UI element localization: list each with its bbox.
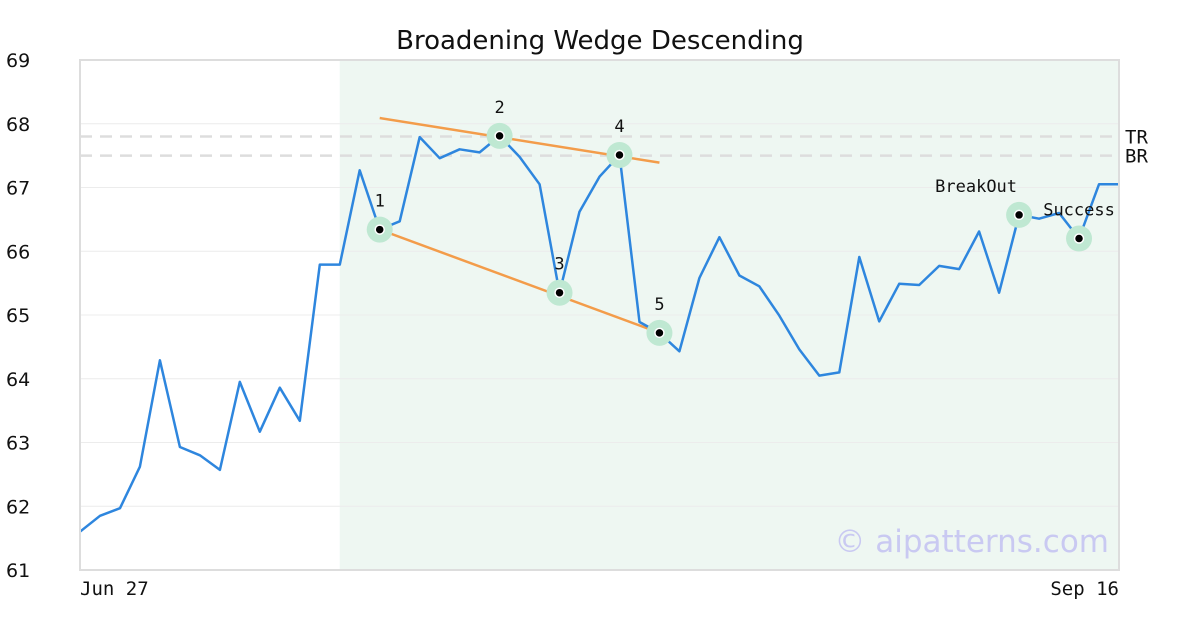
pattern-point-4-label: 4 [614,117,624,137]
trend-line-2 [379,228,660,335]
watermark: © aipatterns.com [834,524,1109,560]
pattern-point-1-dot [374,224,385,235]
event-point-success-dot [1073,233,1085,244]
x-tick-start: Jun 27 [80,578,149,600]
x-axis: Jun 27 Sep 16 [80,578,1119,600]
pattern-point-2-dot [494,130,505,142]
y-tick-label: 66 [6,241,30,263]
reference-label-br: BR [1125,146,1148,168]
pattern-markers: 1 2 3 4 5 BreakOut Success [366,98,1115,346]
x-tick-end: Sep 16 [1050,578,1119,600]
y-tick-label: 67 [6,178,30,200]
pattern-point-3-label: 3 [554,255,564,275]
event-point-breakout-dot [1013,209,1025,221]
y-tick-label: 61 [6,560,30,582]
y-tick-label: 69 [6,50,30,72]
pattern-point-3-dot [554,287,565,298]
pattern-point-2-label: 2 [494,98,504,118]
y-tick-label: 65 [6,305,30,327]
y-tick-label: 68 [6,114,30,136]
chart-title: Broadening Wedge Descending [396,26,804,56]
y-axis: 61 62 63 64 65 66 67 68 69 [6,50,30,582]
plot-frame [79,59,1120,571]
event-point-breakout-label: BreakOut [935,177,1017,197]
y-tick-label: 62 [6,496,30,518]
event-point-success-label: Success [1043,201,1115,221]
y-tick-label: 63 [6,433,30,455]
pattern-point-5-label: 5 [654,295,664,315]
pattern-point-5-dot [654,327,665,339]
y-tick-label: 64 [6,369,30,391]
pattern-point-1-label: 1 [375,192,385,212]
reference-label-tr: TR [1125,127,1148,149]
pattern-point-4-dot [614,149,625,161]
price-line [79,134,1119,533]
